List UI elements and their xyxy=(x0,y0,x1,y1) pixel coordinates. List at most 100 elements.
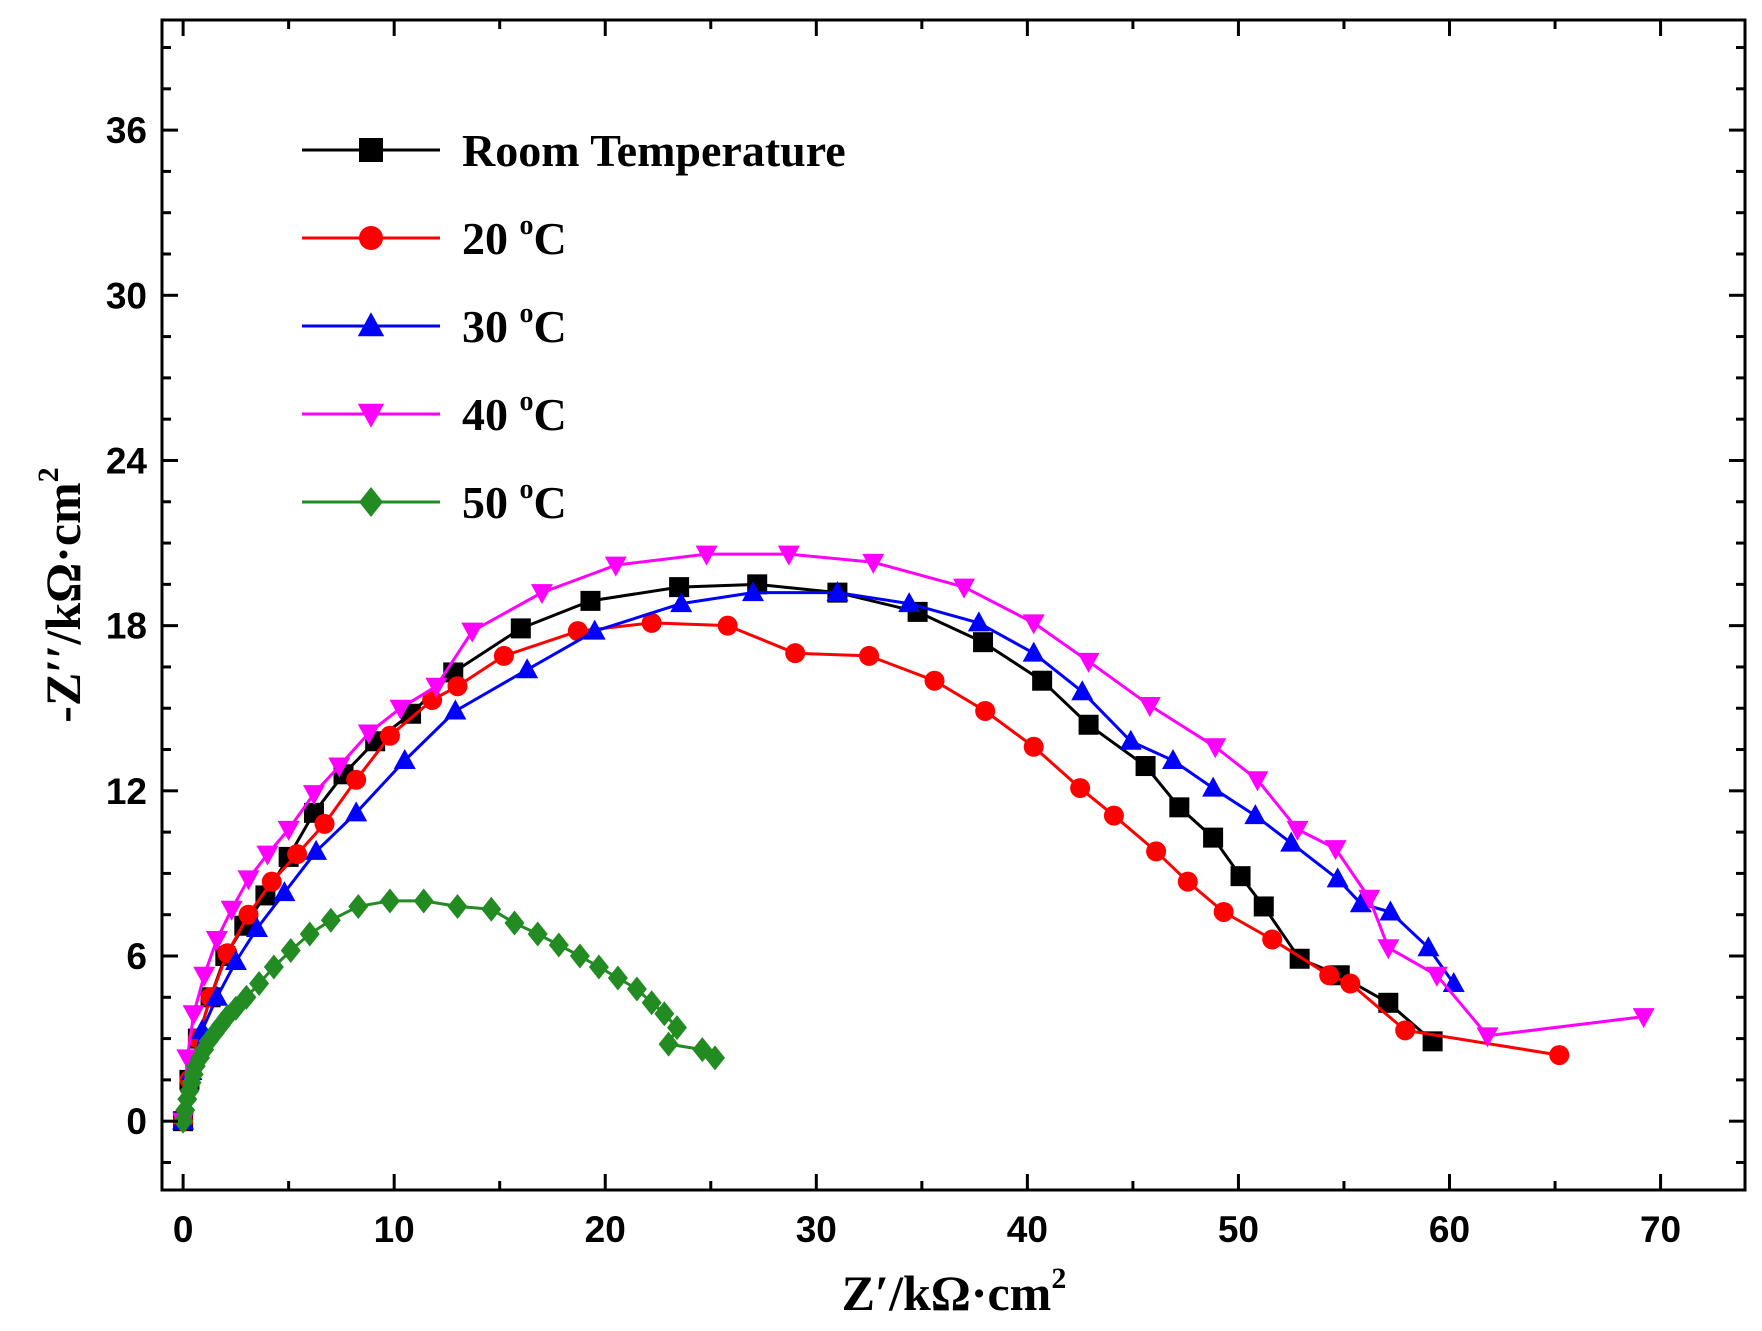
data-point xyxy=(1077,652,1100,673)
data-point xyxy=(444,699,467,720)
data-point xyxy=(238,904,259,925)
data-point xyxy=(967,611,990,632)
data-point xyxy=(1326,867,1349,888)
x-tick-label: 20 xyxy=(585,1209,626,1250)
data-point xyxy=(1358,889,1381,910)
data-point xyxy=(641,990,662,1016)
data-point xyxy=(953,578,976,599)
ticks-layer: 0 10 20 30 40 50 60 70 0 6 12 18 24 30 36 xyxy=(106,20,1745,1250)
data-point xyxy=(859,645,880,666)
data-point xyxy=(447,893,468,919)
y-tick-label: 12 xyxy=(106,771,147,812)
data-point xyxy=(973,632,994,653)
data-point xyxy=(527,921,548,947)
data-point xyxy=(1230,866,1251,887)
data-point xyxy=(280,937,301,963)
data-point xyxy=(379,888,400,914)
data-point xyxy=(493,645,514,666)
data-point xyxy=(1476,1027,1499,1048)
x-tick-label: 0 xyxy=(173,1209,194,1250)
x-tick-label: 60 xyxy=(1429,1209,1470,1250)
data-point xyxy=(236,984,257,1010)
data-point xyxy=(287,844,308,865)
data-point xyxy=(314,813,335,834)
data-point xyxy=(826,581,849,602)
data-point xyxy=(1244,804,1267,825)
data-point xyxy=(626,976,647,1002)
y-tick-label: 18 xyxy=(106,606,147,647)
y-tick-label: 0 xyxy=(126,1101,147,1142)
data-point xyxy=(658,1031,679,1057)
legend-label-sup: o xyxy=(520,210,534,241)
data-point xyxy=(898,592,921,613)
data-point xyxy=(249,971,270,997)
legend-label-sup: o xyxy=(520,298,534,329)
legend-label: 20 oC xyxy=(462,210,567,264)
legend-label-sup: o xyxy=(520,474,534,505)
data-point xyxy=(237,870,260,891)
data-point xyxy=(1417,936,1440,957)
data-point xyxy=(1378,992,1399,1013)
data-point xyxy=(504,910,525,936)
data-point xyxy=(548,932,569,958)
data-point xyxy=(1324,840,1347,861)
data-point xyxy=(569,943,590,969)
data-point xyxy=(413,888,434,914)
x-tick-label: 50 xyxy=(1218,1209,1259,1250)
data-point xyxy=(447,676,468,697)
data-point xyxy=(346,769,367,790)
data-point xyxy=(1103,805,1124,826)
legend-label-main: 20 xyxy=(462,213,520,264)
data-point xyxy=(1632,1008,1655,1029)
data-point xyxy=(1203,827,1224,848)
data-point xyxy=(273,881,296,902)
data-point xyxy=(583,619,606,640)
data-point xyxy=(717,615,738,636)
data-point xyxy=(1022,614,1045,635)
legend-label-sup: o xyxy=(520,386,534,417)
legend-label-main: 50 xyxy=(462,477,520,528)
data-point xyxy=(1138,696,1161,717)
data-point xyxy=(1280,831,1303,852)
data-point xyxy=(357,724,380,745)
y-axis-title-main: -Z′′/kΩ·cm xyxy=(35,482,91,722)
data-point xyxy=(1071,680,1094,701)
data-point xyxy=(1349,892,1372,913)
data-point xyxy=(695,545,718,566)
data-point xyxy=(607,965,628,991)
data-point xyxy=(669,577,690,598)
data-point xyxy=(328,757,351,778)
data-point xyxy=(1286,820,1309,841)
data-point xyxy=(1169,797,1190,818)
legend-label-tail: C xyxy=(534,301,567,352)
data-point xyxy=(785,643,806,664)
data-point xyxy=(862,553,885,574)
data-point xyxy=(263,954,284,980)
data-point xyxy=(1377,939,1400,960)
data-point xyxy=(182,1005,205,1026)
data-point xyxy=(1177,871,1198,892)
data-point xyxy=(530,584,553,605)
data-point xyxy=(425,677,448,698)
data-point xyxy=(305,839,328,860)
data-point xyxy=(256,845,279,866)
data-point xyxy=(1425,966,1448,987)
data-point xyxy=(667,1015,688,1041)
data-point xyxy=(348,893,369,919)
y-tick-label: 30 xyxy=(106,275,147,316)
legend-marker xyxy=(359,138,383,162)
data-point xyxy=(975,700,996,721)
series-layer xyxy=(172,545,1655,1134)
data-point xyxy=(1135,756,1156,777)
plot-frame xyxy=(160,18,1747,1192)
data-point xyxy=(1379,900,1402,921)
y-tick-label: 6 xyxy=(126,936,147,977)
data-point xyxy=(1204,738,1227,759)
data-point xyxy=(1202,776,1225,797)
data-point xyxy=(1032,670,1053,691)
data-point xyxy=(220,900,243,921)
data-point xyxy=(461,622,484,643)
data-point xyxy=(245,916,268,937)
